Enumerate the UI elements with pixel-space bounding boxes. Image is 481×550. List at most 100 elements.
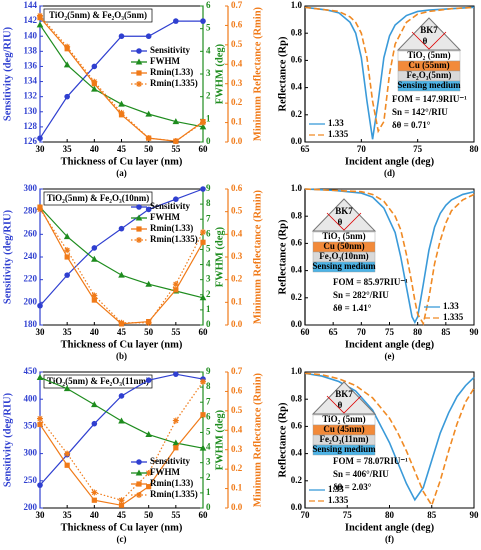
x-tick-label: 30 bbox=[36, 327, 46, 337]
x-tick-label: 45 bbox=[117, 327, 127, 337]
y3-tick-label: 0.5 bbox=[231, 206, 243, 216]
legend-marker bbox=[135, 469, 143, 476]
marker bbox=[199, 294, 207, 301]
x-tick-label: 80 bbox=[413, 327, 423, 337]
series-line bbox=[304, 372, 475, 508]
y2-tick-label: 3 bbox=[206, 457, 211, 467]
annotation: δθ = 1.41° bbox=[333, 303, 372, 313]
x-tick-label: 65 bbox=[329, 327, 339, 337]
y-tick-label: 1.0 bbox=[291, 366, 303, 376]
marker bbox=[118, 225, 125, 232]
y-axis-title: Sensitivity (deg/RIU) bbox=[2, 392, 13, 487]
x-tick-label: 90 bbox=[470, 327, 480, 337]
y2-tick-label: 5 bbox=[206, 23, 211, 33]
y2-tick-label: 9 bbox=[206, 366, 211, 376]
y-tick-label: 0.0 bbox=[291, 502, 303, 512]
inset-layer bbox=[312, 444, 376, 456]
marker bbox=[145, 135, 152, 142]
legend-label: 1.335 bbox=[328, 495, 349, 505]
marker bbox=[145, 280, 152, 287]
inset-label: θ bbox=[423, 36, 428, 46]
y3-tick-label: 0.5 bbox=[231, 39, 243, 49]
y-axis-title: Reflectance (Rp) bbox=[277, 36, 288, 111]
y2-tick-label: 7 bbox=[206, 396, 211, 406]
y2-tick-label: 0 bbox=[206, 502, 211, 512]
legend-label: FWHM bbox=[150, 467, 180, 477]
legend-label: 1.33 bbox=[443, 301, 459, 311]
marker bbox=[91, 78, 98, 85]
marker bbox=[200, 229, 206, 236]
legend-label: Rmin(1.335) bbox=[150, 234, 198, 244]
y-tick-label: 240 bbox=[24, 251, 38, 261]
y3-tick-label: 0.7 bbox=[231, 366, 243, 376]
annotation: δθ = 0.71° bbox=[392, 120, 431, 130]
marker bbox=[91, 245, 98, 251]
y-tick-label: 0.4 bbox=[291, 265, 303, 275]
x-tick-label: 35 bbox=[63, 510, 73, 520]
inset-label: Sensing medium bbox=[312, 444, 376, 454]
legend-label: Sensitivity bbox=[150, 456, 191, 466]
inset-label: TiO₂ (5nm) bbox=[322, 231, 365, 241]
marker bbox=[91, 255, 98, 262]
x-tick-label: 80 bbox=[470, 144, 480, 154]
x-axis-title: Incident angle (deg) bbox=[345, 156, 435, 167]
y-tick-label: 450 bbox=[24, 366, 38, 376]
y3-tick-label: 0.1 bbox=[231, 117, 243, 127]
marker bbox=[172, 439, 180, 446]
y-tick-label: 300 bbox=[24, 183, 38, 193]
marker bbox=[37, 415, 43, 422]
marker bbox=[37, 482, 43, 488]
legend-marker bbox=[136, 226, 142, 232]
inset-label: Cu (50nm) bbox=[323, 241, 364, 251]
x-tick-label: 55 bbox=[171, 510, 181, 520]
y2-tick-label: 6 bbox=[206, 411, 211, 421]
y3-tick-label: 0.2 bbox=[231, 97, 243, 107]
marker bbox=[37, 302, 43, 309]
legend-marker bbox=[136, 492, 142, 498]
y-tick-label: 350 bbox=[24, 420, 38, 430]
marker bbox=[173, 18, 179, 24]
y3-tick-label: 0.4 bbox=[231, 424, 243, 434]
x-tick-label: 45 bbox=[117, 144, 127, 154]
marker bbox=[36, 21, 44, 28]
legend-marker bbox=[136, 204, 142, 210]
y-tick-label: 126 bbox=[24, 136, 38, 146]
series-line bbox=[304, 188, 475, 325]
inset-label: TiO₂ (5nm) bbox=[322, 414, 365, 424]
y-tick-label: 0.6 bbox=[291, 237, 303, 247]
x-tick-label: 70 bbox=[357, 327, 367, 337]
marker bbox=[145, 33, 152, 40]
ray bbox=[326, 395, 362, 414]
panel-label: (e) bbox=[385, 351, 395, 361]
marker bbox=[118, 497, 125, 504]
x-tick-label: 50 bbox=[144, 144, 154, 154]
x-tick-label: 60 bbox=[199, 144, 209, 154]
marker bbox=[145, 470, 152, 477]
annotation: Sn = 142°/RIU bbox=[392, 107, 448, 117]
y-axis-title: Minimum Reflectance (Rmin) bbox=[252, 372, 263, 507]
x-tick-label: 55 bbox=[171, 144, 181, 154]
panel-label: (b) bbox=[116, 351, 127, 361]
panel-label: (c) bbox=[117, 534, 127, 544]
y-tick-label: 0.2 bbox=[291, 292, 303, 302]
marker bbox=[172, 118, 180, 125]
y-tick-label: 1.0 bbox=[291, 0, 303, 10]
marker bbox=[199, 123, 207, 130]
marker bbox=[145, 377, 152, 383]
y3-tick-label: 0.0 bbox=[231, 502, 243, 512]
x-tick-label: 60 bbox=[199, 327, 209, 337]
ray bbox=[326, 212, 362, 231]
y-tick-label: 250 bbox=[24, 475, 38, 485]
x-tick-label: 50 bbox=[144, 510, 154, 520]
x-tick-label: 70 bbox=[301, 510, 311, 520]
y-tick-label: 0.6 bbox=[291, 420, 303, 430]
y-tick-label: 220 bbox=[24, 274, 38, 284]
marker bbox=[145, 431, 152, 438]
marker bbox=[118, 100, 125, 107]
inset-label: BK7 bbox=[420, 25, 438, 35]
panel-title-box bbox=[43, 191, 153, 206]
marker bbox=[118, 502, 125, 508]
x-tick-label: 40 bbox=[90, 144, 100, 154]
marker bbox=[64, 462, 70, 468]
panel-label: (d) bbox=[384, 168, 395, 178]
